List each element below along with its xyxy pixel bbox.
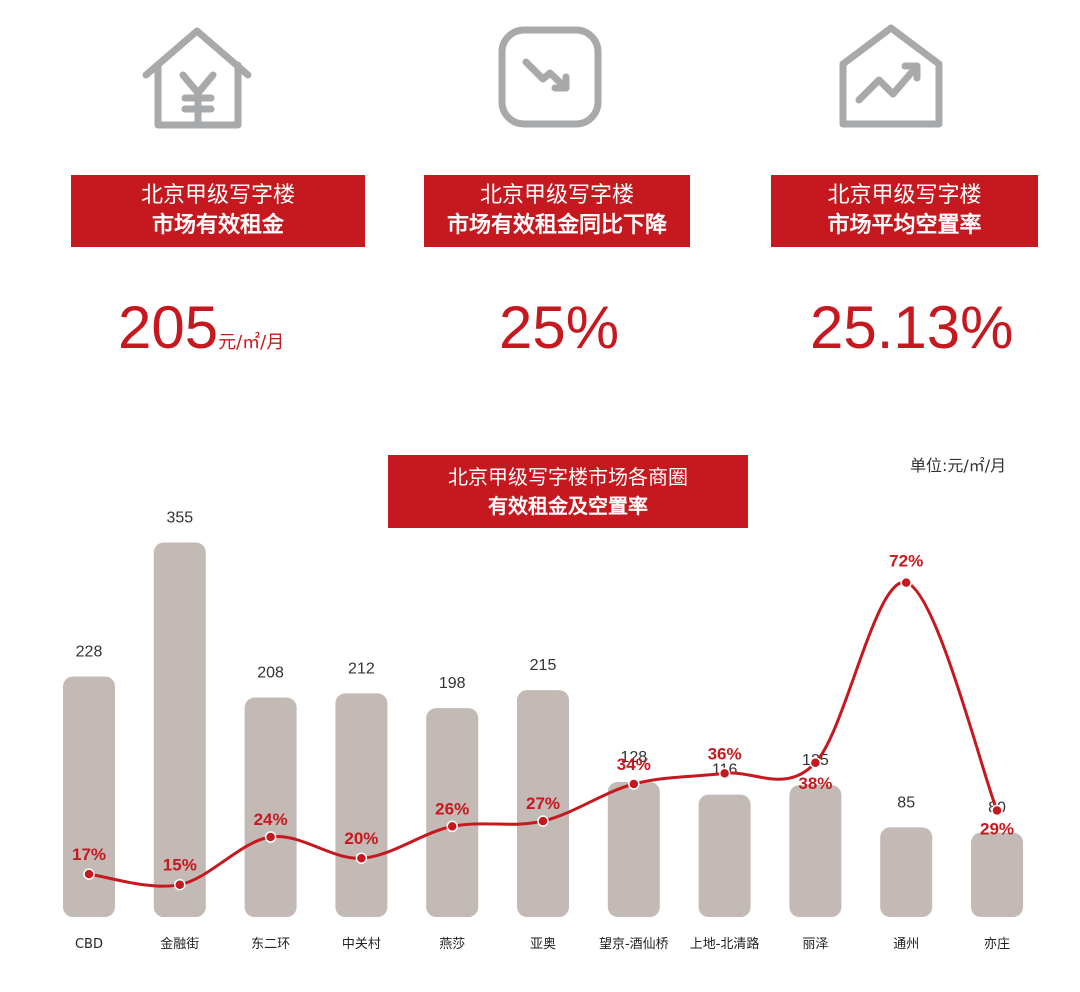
vacancy-rate-label: 24% xyxy=(254,810,288,829)
bar-value-label: 215 xyxy=(530,657,557,674)
vacancy-rate-label: 38% xyxy=(798,774,832,793)
category-label: CBD xyxy=(75,937,103,952)
category-label: 上地-北清路 xyxy=(690,936,760,952)
bar-value-label: 208 xyxy=(257,665,284,682)
bar-value-label: 355 xyxy=(166,509,193,526)
vacancy-rate-point xyxy=(991,804,1003,817)
vacancy-rate-label: 36% xyxy=(708,744,742,763)
vacancy-rate-label: 27% xyxy=(526,794,560,813)
kpi-decline-line2: 市场有效租金同比下降 xyxy=(446,213,667,238)
kpi-rent-line2: 市场有效租金 xyxy=(151,213,284,238)
bar xyxy=(244,697,297,917)
bar xyxy=(971,832,1023,917)
bar xyxy=(880,827,933,917)
vacancy-rate-point xyxy=(537,815,549,827)
vacancy-rate-point xyxy=(628,778,640,790)
vacancy-rate-point xyxy=(809,757,822,769)
kpi-banner-vacancy: 北京甲级写字楼 市场平均空置率 xyxy=(771,175,1038,247)
vacancy-rate-point xyxy=(174,878,186,891)
vacancy-rate-point xyxy=(718,767,731,780)
category-label: 东二环 xyxy=(251,937,290,952)
bar xyxy=(607,781,660,917)
bar-value-label: 128 xyxy=(620,749,647,766)
kpi-rent-line1: 北京甲级写字楼 xyxy=(140,183,295,208)
bar xyxy=(789,785,842,917)
category-label: 金融街 xyxy=(160,936,199,952)
chart-title-line1: 北京甲级写字楼市场各商圈 xyxy=(448,464,688,489)
vacancy-rate-point xyxy=(900,576,912,589)
bar-value-label: 85 xyxy=(897,794,915,811)
vacancy-rate-label: 72% xyxy=(889,552,923,571)
vacancy-rate-label: 34% xyxy=(617,755,651,774)
vacancy-rate-label: 15% xyxy=(163,856,197,875)
kpi-decline-value: 25% xyxy=(499,294,620,361)
kpi-banner-rent: 北京甲级写字楼 市场有效租金 xyxy=(71,175,365,247)
vacancy-rate-point xyxy=(264,831,277,843)
category-label: 亦庄 xyxy=(984,936,1010,952)
kpi-vacancy-line1: 北京甲级写字楼 xyxy=(827,183,982,208)
chart-unit-label: 单位:元/㎡/月 xyxy=(910,456,1007,475)
bar xyxy=(698,794,751,917)
kpi-rent-number: 205 xyxy=(118,294,219,361)
kpi-vacancy-value: 25.13% xyxy=(810,294,1014,361)
bar-value-label: 198 xyxy=(439,675,466,692)
trend-down-icon xyxy=(498,26,602,128)
house-trend-up-icon xyxy=(839,24,943,128)
vacancy-rate-point xyxy=(446,820,458,833)
category-label: 丽泽 xyxy=(802,937,828,952)
bar xyxy=(335,693,388,917)
vacancy-rate-label: 29% xyxy=(980,820,1014,839)
kpi-decline-line1: 北京甲级写字楼 xyxy=(479,183,634,208)
vacancy-rate-point xyxy=(83,868,95,880)
house-yen-icon xyxy=(142,27,252,129)
vacancy-rate-label: 17% xyxy=(72,845,106,864)
chart-title-banner: 北京甲级写字楼市场各商圈 有效租金及空置率 xyxy=(388,455,748,528)
vacancy-rate-point xyxy=(355,852,368,864)
vacancy-rate-label: 20% xyxy=(344,829,378,848)
kpi-banner-rent-decline: 北京甲级写字楼 市场有效租金同比下降 xyxy=(424,175,690,247)
kpi-vacancy-line2: 市场平均空置率 xyxy=(827,213,982,238)
vacancy-rate-line xyxy=(88,581,999,888)
category-label: 亚奥 xyxy=(530,937,556,952)
chart-title-line2: 有效租金及空置率 xyxy=(488,493,648,518)
bar xyxy=(426,708,479,917)
bar xyxy=(153,542,206,917)
bar-value-label: 228 xyxy=(76,643,103,660)
bar xyxy=(517,690,569,917)
category-label: 燕莎 xyxy=(439,937,465,952)
bar xyxy=(63,676,115,917)
kpi-rent-unit: 元/㎡/月 xyxy=(218,332,285,353)
category-label: 通州 xyxy=(893,937,919,952)
kpi-rent-value: 205元/㎡/月 xyxy=(118,290,284,381)
category-label: 中关村 xyxy=(342,937,381,952)
category-label: 望京-酒仙桥 xyxy=(599,936,669,952)
bar-value-label: 212 xyxy=(348,660,375,677)
vacancy-rate-label: 26% xyxy=(435,799,469,818)
